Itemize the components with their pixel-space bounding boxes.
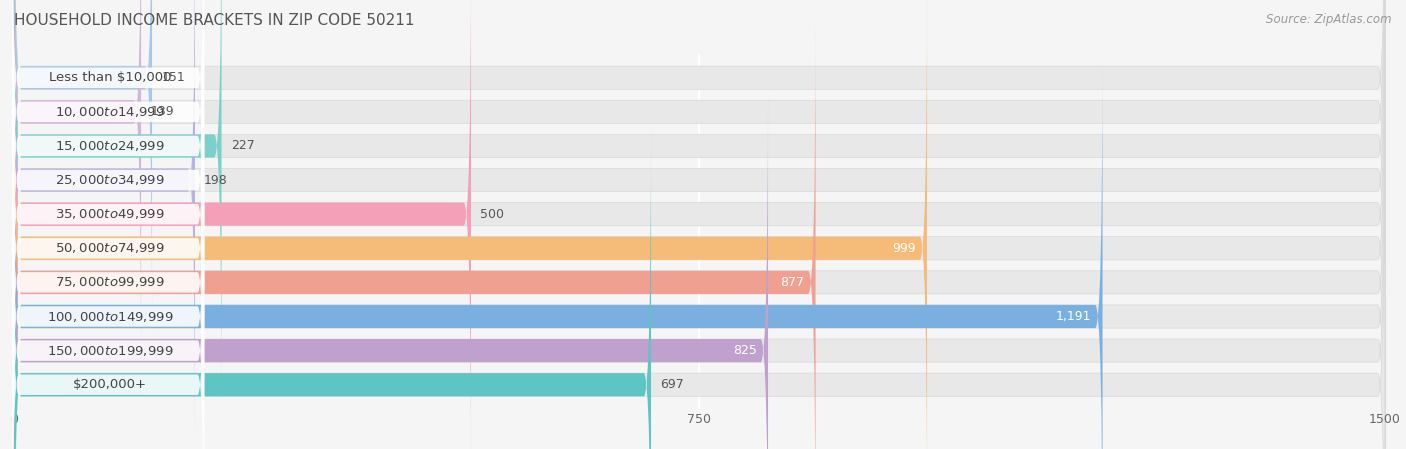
Text: 1,191: 1,191	[1056, 310, 1091, 323]
Text: $10,000 to $14,999: $10,000 to $14,999	[55, 105, 165, 119]
FancyBboxPatch shape	[14, 0, 927, 449]
Text: 825: 825	[733, 344, 756, 357]
FancyBboxPatch shape	[13, 0, 204, 306]
Text: 139: 139	[150, 106, 174, 119]
FancyBboxPatch shape	[13, 54, 204, 449]
FancyBboxPatch shape	[14, 123, 651, 449]
Text: 999: 999	[893, 242, 917, 255]
FancyBboxPatch shape	[13, 156, 204, 449]
FancyBboxPatch shape	[13, 0, 204, 374]
FancyBboxPatch shape	[14, 0, 1385, 373]
FancyBboxPatch shape	[13, 122, 204, 449]
Text: 877: 877	[780, 276, 804, 289]
FancyBboxPatch shape	[14, 0, 1385, 339]
Text: Source: ZipAtlas.com: Source: ZipAtlas.com	[1267, 13, 1392, 26]
FancyBboxPatch shape	[13, 88, 204, 449]
FancyBboxPatch shape	[14, 0, 195, 441]
FancyBboxPatch shape	[14, 21, 1385, 449]
FancyBboxPatch shape	[13, 20, 204, 449]
FancyBboxPatch shape	[13, 0, 204, 409]
FancyBboxPatch shape	[14, 55, 1385, 449]
Text: $25,000 to $34,999: $25,000 to $34,999	[55, 173, 165, 187]
FancyBboxPatch shape	[14, 89, 1385, 449]
FancyBboxPatch shape	[14, 0, 1385, 449]
FancyBboxPatch shape	[14, 89, 768, 449]
FancyBboxPatch shape	[14, 0, 141, 373]
FancyBboxPatch shape	[14, 0, 222, 407]
FancyBboxPatch shape	[14, 0, 1385, 449]
Text: 697: 697	[661, 378, 683, 391]
Text: $50,000 to $74,999: $50,000 to $74,999	[55, 241, 165, 255]
FancyBboxPatch shape	[13, 0, 204, 443]
Text: $15,000 to $24,999: $15,000 to $24,999	[55, 139, 165, 153]
Text: 500: 500	[481, 208, 505, 220]
Text: $35,000 to $49,999: $35,000 to $49,999	[55, 207, 165, 221]
FancyBboxPatch shape	[14, 123, 1385, 449]
Text: 151: 151	[162, 71, 186, 84]
Text: $75,000 to $99,999: $75,000 to $99,999	[55, 275, 165, 290]
Text: $100,000 to $149,999: $100,000 to $149,999	[46, 309, 173, 323]
FancyBboxPatch shape	[14, 0, 1385, 441]
FancyBboxPatch shape	[13, 0, 204, 340]
FancyBboxPatch shape	[14, 21, 815, 449]
Text: $150,000 to $199,999: $150,000 to $199,999	[46, 343, 173, 357]
FancyBboxPatch shape	[14, 0, 152, 339]
Text: $200,000+: $200,000+	[73, 378, 148, 391]
Text: HOUSEHOLD INCOME BRACKETS IN ZIP CODE 50211: HOUSEHOLD INCOME BRACKETS IN ZIP CODE 50…	[14, 13, 415, 28]
Text: Less than $10,000: Less than $10,000	[49, 71, 172, 84]
FancyBboxPatch shape	[14, 0, 1385, 407]
FancyBboxPatch shape	[14, 55, 1102, 449]
Text: 227: 227	[231, 140, 254, 153]
FancyBboxPatch shape	[14, 0, 471, 449]
Text: 198: 198	[204, 174, 228, 187]
